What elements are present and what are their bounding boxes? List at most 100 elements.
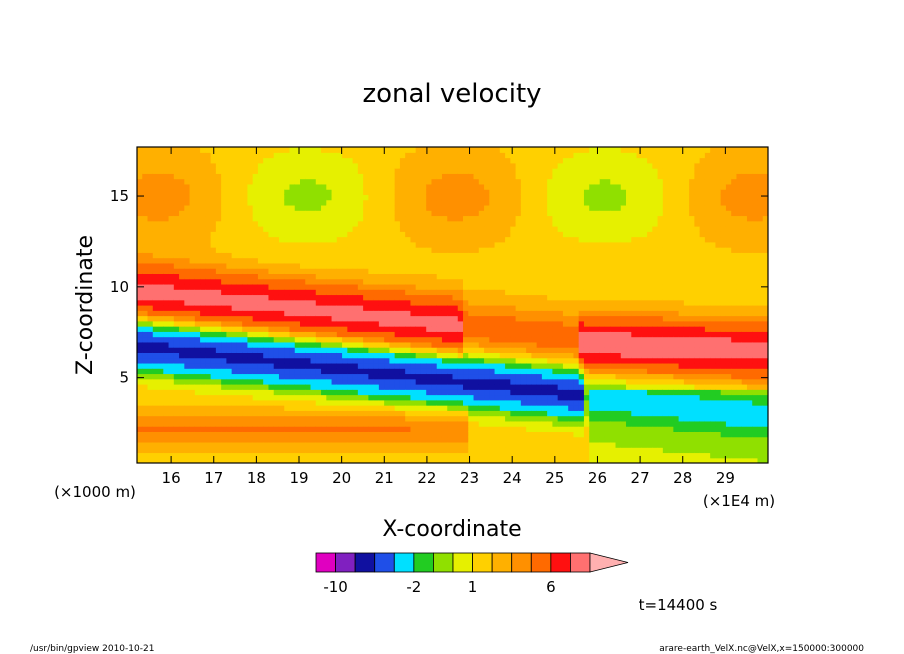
field-cell: [247, 289, 254, 296]
field-cell: [200, 152, 206, 159]
field-cell: [520, 210, 527, 217]
field-cell: [515, 278, 522, 285]
field-cell: [573, 410, 580, 417]
field-cell: [494, 310, 501, 317]
field-cell: [168, 415, 175, 422]
field-cell: [410, 168, 417, 174]
field-cell: [221, 283, 227, 290]
field-cell: [452, 336, 459, 343]
field-cell: [484, 252, 490, 259]
field-cell: [384, 320, 390, 327]
field-cell: [389, 199, 396, 206]
field-cell: [457, 268, 464, 274]
field-cell: [278, 420, 285, 427]
field-cell: [210, 194, 217, 201]
field-cell: [494, 231, 501, 238]
field-cell: [305, 410, 312, 417]
field-cell: [389, 252, 396, 259]
field-cell: [415, 405, 422, 411]
field-cell: [436, 262, 443, 269]
field-cell: [441, 420, 448, 427]
field-cell: [179, 305, 185, 311]
field-cell: [426, 457, 433, 463]
field-cell: [221, 457, 227, 463]
field-cell: [278, 268, 285, 274]
field-cell: [278, 426, 285, 432]
field-cell: [173, 204, 180, 211]
field-cell: [541, 157, 548, 164]
field-cell: [242, 194, 249, 201]
field-cell: [342, 204, 348, 211]
field-cell: [194, 378, 201, 385]
field-cell: [257, 305, 264, 311]
field-cell: [305, 152, 312, 159]
field-cell: [179, 147, 185, 153]
field-cell: [326, 173, 333, 180]
field-cell: [289, 210, 296, 217]
field-cell: [336, 389, 343, 396]
field-cell: [352, 441, 359, 448]
field-cell: [200, 426, 206, 432]
field-cell: [152, 289, 159, 296]
field-cell: [300, 447, 306, 454]
field-cell: [457, 273, 464, 280]
field-cell: [489, 273, 496, 280]
field-cell: [378, 452, 385, 459]
field-cell: [226, 189, 233, 195]
field-cell: [305, 226, 312, 232]
field-cell: [242, 384, 249, 390]
field-cell: [315, 183, 322, 190]
field-cell: [447, 215, 454, 222]
field-cell: [499, 157, 506, 164]
field-cell: [263, 168, 270, 174]
field-cell: [505, 247, 511, 253]
field-cell: [231, 268, 238, 274]
field-cell: [552, 299, 559, 306]
field-cell: [179, 278, 185, 285]
field-cell: [526, 210, 532, 217]
field-cell: [242, 147, 249, 153]
field-cell: [142, 152, 149, 159]
field-cell: [441, 199, 448, 206]
field-cell: [436, 220, 443, 227]
field-cell: [252, 394, 259, 401]
field-cell: [426, 441, 433, 448]
field-cell: [557, 320, 564, 327]
field-cell: [278, 441, 285, 448]
field-cell: [137, 362, 143, 369]
field-cell: [221, 278, 227, 285]
field-cell: [468, 347, 475, 353]
field-cell: [179, 189, 185, 195]
field-cell: [520, 384, 527, 390]
field-cell: [336, 157, 343, 164]
field-cell: [515, 199, 522, 206]
field-cell: [505, 168, 511, 174]
field-cell: [310, 341, 317, 348]
field-cell: [163, 452, 170, 459]
field-cell: [389, 347, 396, 353]
field-cell: [568, 452, 575, 459]
field-cell: [158, 210, 164, 217]
field-cell: [326, 268, 333, 274]
field-cell: [394, 278, 401, 285]
field-cell: [310, 373, 317, 380]
field-cell: [315, 378, 322, 385]
field-cell: [547, 389, 554, 396]
field-cell: [268, 289, 275, 296]
field-cell: [478, 405, 485, 411]
field-cell: [415, 183, 422, 190]
field-cell: [189, 431, 196, 438]
field-cell: [410, 320, 417, 327]
field-cell: [331, 294, 338, 301]
field-cell: [231, 452, 238, 459]
field-cell: [541, 347, 548, 353]
field-cell: [273, 357, 280, 364]
field-cell: [347, 204, 354, 211]
field-cell: [494, 341, 501, 348]
field-cell: [268, 236, 275, 243]
field-cell: [305, 262, 312, 269]
field-cell: [526, 173, 532, 180]
field-cell: [300, 147, 306, 153]
field-cell: [399, 431, 406, 438]
field-cell: [384, 362, 390, 369]
